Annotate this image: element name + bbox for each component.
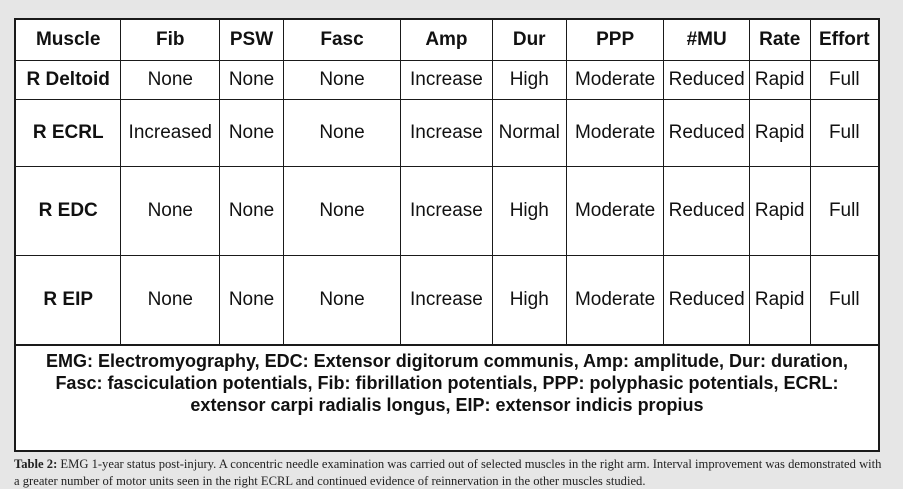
- table-cell: Rapid: [748, 60, 811, 100]
- table-cell: Moderate: [565, 166, 665, 256]
- muscle-cell: R ECRL: [16, 99, 122, 167]
- table-cell: Moderate: [565, 255, 665, 345]
- table-cell: Reduced: [663, 60, 750, 100]
- caption-text: EMG 1-year status post-injury. A concent…: [14, 457, 882, 488]
- table-cell: None: [120, 166, 221, 256]
- table-cell: None: [282, 60, 402, 100]
- table-cell: Full: [809, 255, 878, 345]
- table-cell: Increase: [400, 255, 493, 345]
- footnote-line: Fasc: fasciculation potentials, Fib: fib…: [55, 373, 839, 393]
- table-cell: None: [120, 255, 221, 345]
- column-header-effort: Effort: [809, 20, 878, 61]
- table-cell: None: [219, 60, 284, 100]
- table-cell: High: [491, 255, 567, 345]
- table-caption: Table 2: EMG 1-year status post-injury. …: [14, 456, 890, 489]
- table-cell: High: [491, 60, 567, 100]
- table-cell: Increase: [400, 166, 493, 256]
- table-row: R EIP None None None Increase High Moder…: [16, 255, 878, 345]
- table-cell: Increase: [400, 60, 493, 100]
- muscle-cell: R EDC: [16, 166, 122, 256]
- column-header-dur: Dur: [491, 20, 567, 61]
- table-cell: Moderate: [565, 99, 665, 167]
- footnote-line: EMG: Electromyography, EDC: Extensor dig…: [45, 351, 849, 371]
- table-cell: None: [120, 60, 221, 100]
- table-cell: None: [282, 255, 402, 345]
- column-header-fib: Fib: [120, 20, 221, 61]
- table-cell: Rapid: [748, 99, 811, 167]
- table-panel: Muscle Fib PSW Fasc Amp Dur PPP #MU Rate…: [14, 18, 880, 452]
- table-cell: None: [282, 166, 402, 256]
- table-cell: Full: [809, 99, 878, 167]
- column-header-rate: Rate: [748, 20, 811, 61]
- emg-table: Muscle Fib PSW Fasc Amp Dur PPP #MU Rate…: [16, 20, 878, 345]
- table-row: R ECRL Increased None None Increase Norm…: [16, 99, 878, 167]
- table-cell: Rapid: [748, 255, 811, 345]
- column-header-mu: #MU: [663, 20, 750, 61]
- footnote-line: extensor carpi radialis longus, EIP: ext…: [190, 395, 704, 415]
- table-cell: None: [282, 99, 402, 167]
- table-cell: None: [219, 255, 284, 345]
- caption-label: Table 2:: [14, 457, 58, 471]
- table-row: R Deltoid None None None Increase High M…: [16, 60, 878, 100]
- table-cell: Increased: [120, 99, 221, 167]
- table-cell: Reduced: [663, 255, 750, 345]
- column-header-ppp: PPP: [565, 20, 665, 61]
- table-row: R EDC None None None Increase High Moder…: [16, 166, 878, 256]
- column-header-amp: Amp: [400, 20, 493, 61]
- table-cell: None: [219, 99, 284, 167]
- header-row: Muscle Fib PSW Fasc Amp Dur PPP #MU Rate…: [16, 20, 878, 61]
- column-header-fasc: Fasc: [282, 20, 402, 61]
- column-header-psw: PSW: [219, 20, 284, 61]
- column-header-muscle: Muscle: [16, 20, 122, 61]
- table-cell: Full: [809, 60, 878, 100]
- table-cell: Reduced: [663, 166, 750, 256]
- abbreviations-footnote: EMG: Electromyography, EDC: Extensor dig…: [16, 345, 878, 416]
- table-cell: Full: [809, 166, 878, 256]
- table-cell: Moderate: [565, 60, 665, 100]
- muscle-cell: R Deltoid: [16, 60, 122, 100]
- table-cell: Rapid: [748, 166, 811, 256]
- table-cell: None: [219, 166, 284, 256]
- table-cell: Increase: [400, 99, 493, 167]
- table-cell: Normal: [491, 99, 567, 167]
- table-cell: High: [491, 166, 567, 256]
- table-cell: Reduced: [663, 99, 750, 167]
- muscle-cell: R EIP: [16, 255, 122, 345]
